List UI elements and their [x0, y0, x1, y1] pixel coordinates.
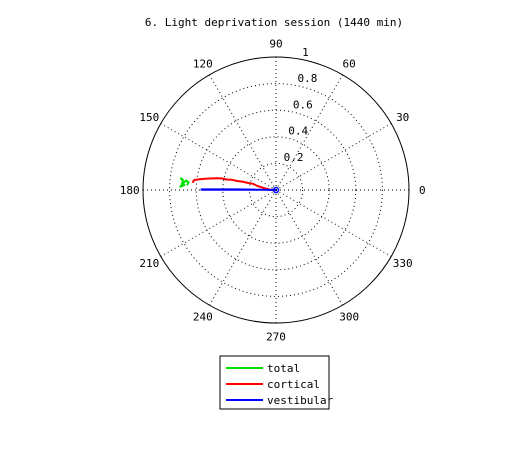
grid-spoke: [275, 74, 343, 191]
data-series: [179, 177, 280, 194]
angle-tick-label: 0: [419, 184, 426, 197]
angle-tick-label: 30: [396, 111, 409, 124]
grid-spoke: [160, 189, 277, 257]
radial-tick-label: 1: [302, 46, 309, 59]
outer-circle: [142, 56, 410, 324]
grid-circle: [195, 109, 357, 271]
legend-label-total: total: [267, 362, 300, 375]
radial-tick-label: 0.4: [288, 125, 308, 138]
angle-tick-label: 60: [343, 57, 356, 70]
legend-label-vestibular: vestibular: [267, 394, 334, 407]
grid-spoke: [275, 189, 392, 257]
grid-spoke: [160, 123, 277, 191]
angle-tick-label: 210: [139, 257, 159, 270]
legend-label-cortical: cortical: [267, 378, 320, 391]
angle-tick-label: 90: [269, 38, 282, 51]
radial-tick-label: 0.6: [293, 98, 313, 111]
angle-tick-label: 240: [193, 311, 213, 324]
radial-tick-label: 0.2: [284, 151, 304, 164]
origin-marker: [272, 186, 280, 194]
legend: total cortical vestibular: [219, 355, 334, 410]
grid-circle: [248, 162, 304, 218]
grid-spoke: [209, 74, 277, 191]
series-line-vestibular: [200, 188, 277, 191]
polar-grid: [143, 57, 409, 323]
angle-tick-label: 300: [339, 311, 359, 324]
radial-tick-label: 0.8: [297, 72, 317, 85]
angle-tick-label: 270: [266, 330, 286, 343]
grid-spoke: [275, 189, 343, 306]
radial-tick-labels: 0.2 0.4 0.6 0.8 1: [284, 46, 318, 164]
angle-tick-label: 120: [193, 57, 213, 70]
angle-tick-labels: 0 30 60 90 120 150 180 210 240 270 300 330: [120, 38, 426, 344]
grid-circle: [169, 83, 383, 297]
chart-title: 6. Light deprivation session (1440 min): [145, 16, 403, 29]
angle-tick-label: 150: [139, 111, 159, 124]
grid-circle: [222, 136, 330, 244]
grid-spoke: [209, 189, 277, 306]
angle-tick-label: 180: [120, 184, 140, 197]
series-line-cortical: [191, 177, 274, 191]
angle-tick-label: 330: [393, 257, 413, 270]
series-line-total: [179, 177, 190, 188]
